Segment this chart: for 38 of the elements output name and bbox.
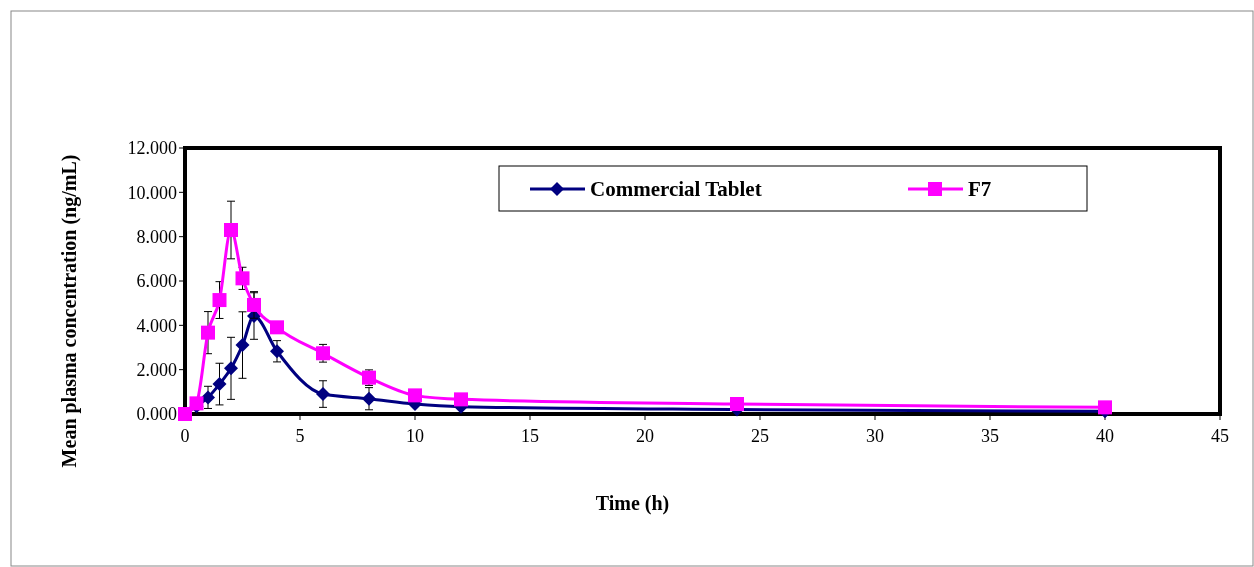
x-tick-label: 15 xyxy=(521,426,539,446)
x-tick-label: 30 xyxy=(866,426,884,446)
point xyxy=(212,293,227,308)
legend-label: F7 xyxy=(968,177,992,202)
legend-label: Commercial Tablet xyxy=(590,177,762,202)
point xyxy=(201,390,215,405)
y-tick-label: 2.000 xyxy=(136,359,177,380)
x-tick-label: 10 xyxy=(406,426,424,446)
x-tick-label: 25 xyxy=(751,426,769,446)
y-tick-label: 6.000 xyxy=(136,271,177,292)
point xyxy=(235,338,250,353)
x-axis-title: Time (h) xyxy=(595,492,670,515)
x-tick-label: 35 xyxy=(981,426,999,446)
point xyxy=(270,344,284,359)
point xyxy=(212,377,227,392)
point xyxy=(316,387,330,402)
point xyxy=(270,320,284,335)
point xyxy=(408,388,422,403)
point xyxy=(454,392,468,407)
y-tick-label: 4.000 xyxy=(136,315,177,336)
point xyxy=(1098,400,1112,415)
x-tick-label: 40 xyxy=(1096,426,1114,446)
x-tick-label: 45 xyxy=(1211,426,1229,446)
y-tick-label: 8.000 xyxy=(136,226,177,247)
y-tick-label: 12.000 xyxy=(127,138,177,159)
point xyxy=(224,223,238,238)
point xyxy=(247,297,261,312)
y-tick-label: 0.000 xyxy=(136,404,177,425)
x-tick-label: 20 xyxy=(636,426,654,446)
y-tick-label: 10.000 xyxy=(127,182,177,203)
point xyxy=(235,271,250,286)
y-axis-title: Mean plasma concentration (ng/mL) xyxy=(58,154,81,468)
point xyxy=(730,397,744,412)
x-tick-label: 5 xyxy=(295,426,305,446)
point xyxy=(224,361,238,376)
point xyxy=(201,325,215,340)
point xyxy=(362,391,376,406)
x-tick-label: 0 xyxy=(180,426,190,446)
